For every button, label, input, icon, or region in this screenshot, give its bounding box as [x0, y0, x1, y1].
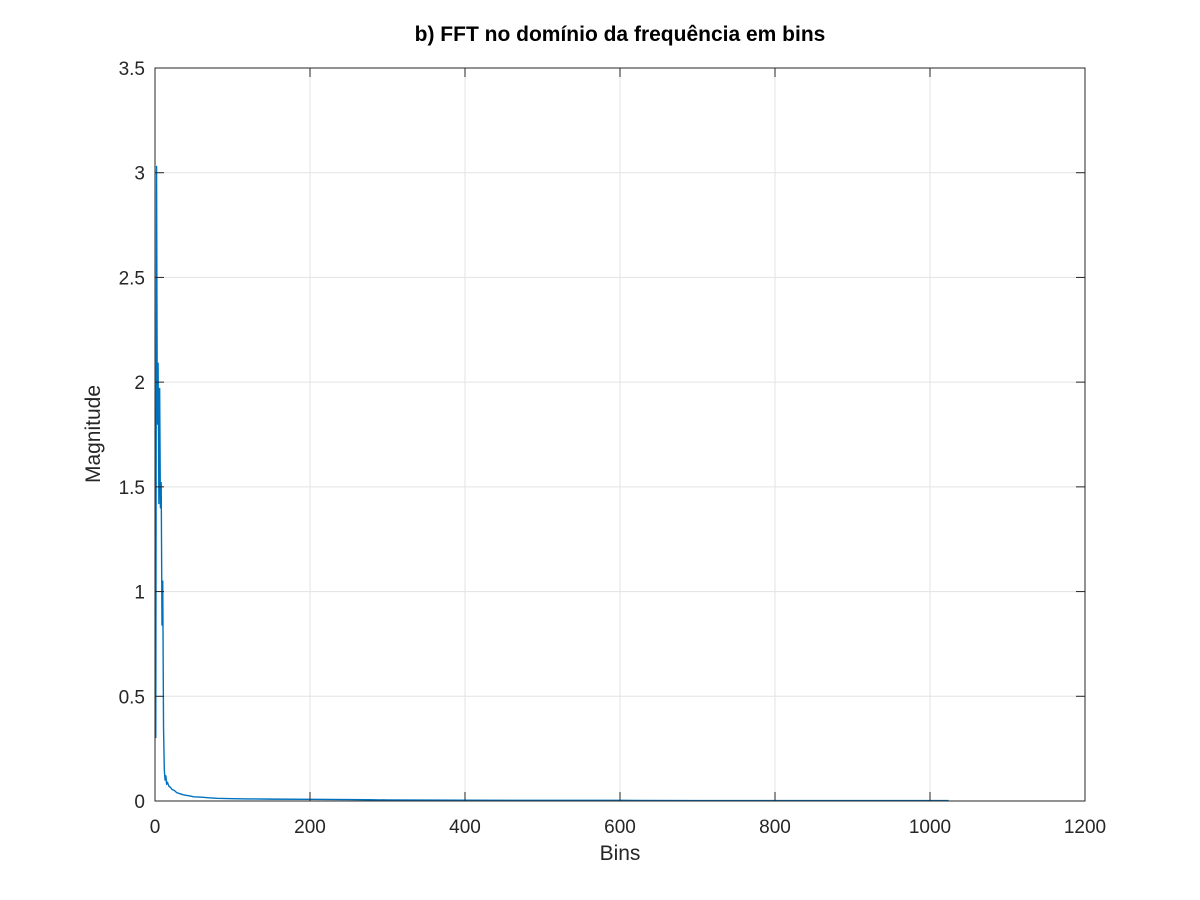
y-axis-label: Magnitude	[82, 385, 105, 483]
y-tick-label: 0	[134, 792, 145, 813]
x-tick-label: 600	[604, 817, 636, 838]
x-axis-ticks: 0 200 400 600 800 1000 1200	[150, 68, 1106, 838]
x-tick-label: 400	[449, 817, 481, 838]
y-tick-label: 2.5	[119, 268, 145, 289]
x-tick-label: 1200	[1064, 817, 1106, 838]
x-tick-label: 800	[759, 817, 791, 838]
series-group	[155, 165, 949, 802]
x-axis-label: Bins	[600, 842, 641, 865]
y-axis-ticks: 0 0.5 1 1.5 2 2.5 3 3.5	[119, 59, 1085, 813]
x-tick-label: 1000	[909, 817, 951, 838]
magnitude-series-line	[155, 165, 949, 802]
y-tick-label: 3.5	[119, 59, 145, 80]
y-tick-label: 1	[134, 583, 145, 604]
y-tick-label: 0.5	[119, 687, 145, 708]
y-tick-label: 2	[134, 373, 145, 394]
grid-lines	[155, 68, 1085, 801]
x-tick-label: 200	[294, 817, 326, 838]
chart-title: b) FFT no domínio da frequência em bins	[415, 23, 826, 46]
x-tick-label: 0	[150, 817, 161, 838]
y-tick-label: 3	[134, 164, 145, 185]
y-tick-label: 1.5	[119, 478, 145, 499]
